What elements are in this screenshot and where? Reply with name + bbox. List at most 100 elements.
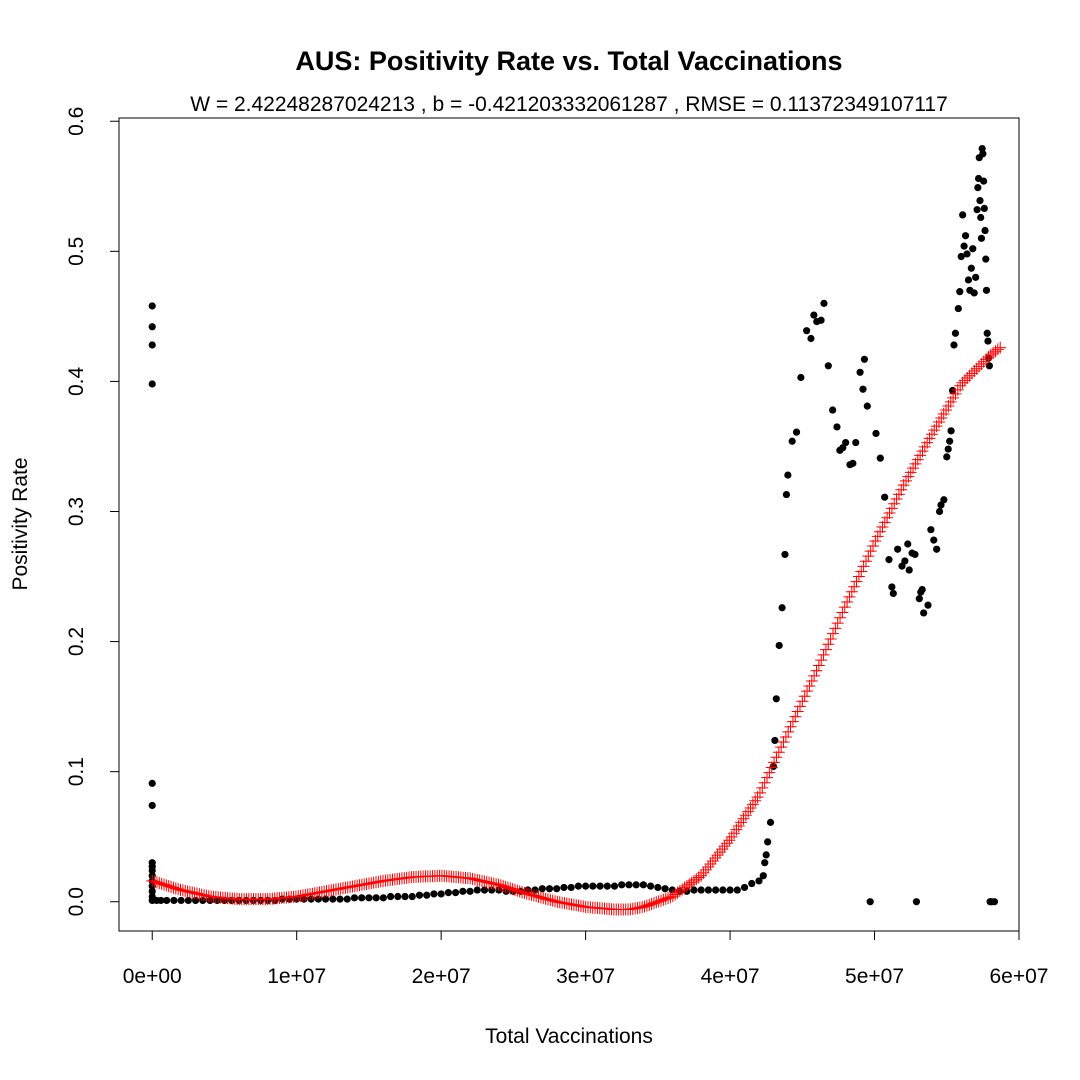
- fit-point: [765, 761, 778, 774]
- fit-point: [881, 511, 894, 524]
- data-point: [866, 898, 874, 906]
- data-point: [764, 838, 772, 846]
- data-point: [733, 886, 741, 894]
- data-point: [163, 896, 171, 905]
- data-point: [170, 896, 178, 905]
- data-point: [712, 886, 720, 894]
- fit-point: [506, 883, 519, 896]
- data-point: [784, 471, 792, 479]
- data-point: [772, 695, 780, 703]
- fit-point: [520, 887, 533, 900]
- fit-point: [768, 756, 781, 769]
- fit-point: [530, 890, 543, 903]
- fit-point: [490, 878, 503, 891]
- data-point: [191, 896, 200, 905]
- fit-point: [772, 746, 785, 759]
- data-point: [950, 341, 958, 349]
- data-point: [876, 454, 884, 462]
- data-point: [797, 373, 805, 382]
- fit-point: [704, 857, 717, 870]
- data-point: [904, 540, 912, 548]
- data-point: [444, 889, 452, 897]
- data-point: [148, 323, 156, 331]
- data-point: [336, 895, 344, 903]
- data-point: [860, 355, 869, 363]
- data-point: [788, 437, 796, 445]
- fit-point: [798, 690, 811, 703]
- fit-point: [819, 643, 832, 656]
- fit-point: [636, 901, 649, 914]
- fit-point: [991, 343, 1004, 356]
- data-point: [977, 213, 985, 222]
- data-point: [977, 234, 986, 242]
- fit-point: [188, 887, 201, 900]
- y-tick-label: 0.4: [65, 366, 88, 396]
- data-point: [954, 304, 962, 313]
- fit-point: [965, 367, 978, 380]
- x-axis: 0e+00 1e+07 2e+07 3e+07 4e+07 5e+07 6e+07: [123, 930, 1048, 988]
- data-point: [948, 386, 957, 395]
- data-point: [647, 882, 655, 890]
- data-point: [639, 881, 647, 889]
- fit-point: [782, 725, 795, 738]
- data-point: [321, 895, 330, 903]
- fit-point: [973, 360, 986, 373]
- fit-point: [200, 889, 213, 902]
- data-point: [148, 866, 156, 875]
- data-point: [148, 302, 156, 310]
- fit-point: [659, 892, 672, 905]
- chart-subtitle: W = 2.42248287024213 , b = -0.4212033320…: [190, 93, 948, 116]
- fit-point: [678, 881, 691, 894]
- fit-point: [655, 894, 668, 907]
- fit-point: [841, 595, 854, 608]
- y-tick-label: 0.0: [65, 887, 88, 916]
- data-point: [610, 882, 619, 890]
- data-point: [365, 894, 373, 902]
- data-point: [545, 885, 554, 893]
- fit-point: [716, 843, 729, 856]
- fit-point: [850, 575, 863, 588]
- x-tick-label: 1e+07: [267, 965, 326, 988]
- fit-point: [803, 680, 816, 693]
- data-point: [408, 892, 416, 901]
- data-point: [888, 583, 896, 591]
- fit-point: [546, 894, 559, 907]
- data-point: [856, 368, 864, 376]
- data-point: [920, 609, 928, 617]
- data-point: [329, 895, 337, 903]
- fit-point: [480, 876, 493, 889]
- fit-point: [537, 892, 550, 905]
- fit-point: [190, 887, 203, 900]
- data-point: [803, 327, 811, 335]
- fit-point: [511, 884, 524, 897]
- y-tick-label: 0.3: [65, 497, 88, 526]
- fit-point: [174, 883, 187, 896]
- fit-point: [662, 892, 675, 905]
- fit-point: [179, 884, 192, 897]
- fit-point: [692, 871, 705, 884]
- fit-point: [779, 730, 792, 743]
- fit-point: [838, 601, 851, 614]
- fit-point: [165, 880, 178, 893]
- data-point: [177, 896, 185, 905]
- fit-point: [160, 879, 173, 892]
- data-point: [661, 885, 669, 893]
- fit-point: [657, 893, 670, 906]
- x-tick-label: 2e+07: [412, 965, 471, 988]
- fit-point: [775, 741, 788, 754]
- fit-point: [466, 872, 479, 885]
- data-point: [625, 881, 633, 889]
- fit-point: [695, 869, 708, 882]
- data-point: [148, 341, 156, 349]
- fit-point: [193, 888, 206, 901]
- x-axis-label: Total Vaccinations: [485, 1025, 653, 1048]
- data-point: [451, 889, 460, 897]
- data-point: [824, 362, 832, 370]
- data-point: [979, 150, 987, 158]
- fit-point: [815, 654, 828, 667]
- fit-point: [169, 882, 182, 895]
- fit-point: [975, 358, 988, 371]
- fit-point: [172, 883, 185, 896]
- data-point: [940, 496, 948, 504]
- data-point: [148, 380, 156, 388]
